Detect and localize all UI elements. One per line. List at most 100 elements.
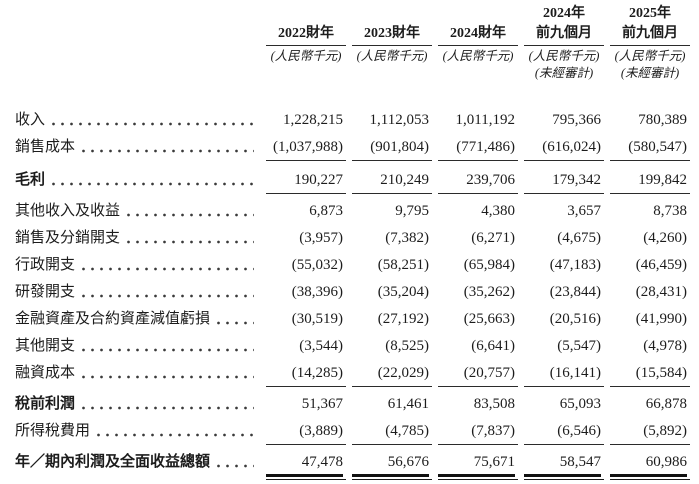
dot-leader	[82, 293, 254, 299]
cell-value: 58,547	[524, 453, 604, 480]
table-row-gross-profit: 毛利 190,227 210,249 239,706 179,342 199,8…	[15, 171, 693, 194]
column-year-line1	[266, 4, 346, 24]
cell-value: (1,037,988)	[266, 138, 346, 161]
column-unit: (人民幣千元)	[528, 49, 600, 63]
cell-value: (3,889)	[266, 422, 346, 445]
column-unit: (人民幣千元)	[356, 49, 428, 63]
table-row-other-expenses: 其他開支 (3,544) (8,525) (6,641) (5,547) (4,…	[15, 337, 693, 356]
cell-value: (46,459)	[635, 257, 687, 273]
row-label: 其他收入及收益	[15, 203, 121, 219]
cell-value: 9,795	[395, 203, 429, 219]
row-label: 融資成本	[15, 365, 76, 381]
cell-value: 66,878	[645, 396, 687, 412]
dot-leader	[82, 266, 254, 272]
cell-value: 1,112,053	[369, 112, 429, 128]
column-year-line1	[352, 4, 432, 24]
column-note	[352, 65, 432, 82]
column-unit: (人民幣千元)	[614, 49, 686, 63]
cell-value: (8,525)	[385, 338, 429, 354]
cell-value: 65,093	[559, 396, 601, 412]
cell-value: 83,508	[473, 396, 515, 412]
cell-value: (4,785)	[352, 422, 432, 445]
cell-value: (6,641)	[471, 338, 515, 354]
cell-value: (27,192)	[377, 311, 429, 327]
column-year-line2: 2024財年	[438, 24, 518, 46]
column-year-line2: 前九個月	[524, 24, 604, 46]
column-note: (未經審計)	[534, 66, 594, 80]
column-header-9m2024: 2024年 前九個月 (人民幣千元) (未經審計)	[524, 4, 604, 82]
cell-value: 795,366	[552, 112, 601, 128]
cell-value: (22,029)	[352, 364, 432, 387]
table-row-income-tax: 所得稅費用 (3,889) (4,785) (7,837) (6,546) (5…	[15, 422, 693, 445]
cell-value: (58,251)	[377, 257, 429, 273]
cell-value: (7,382)	[385, 230, 429, 246]
cell-value: (5,547)	[557, 338, 601, 354]
dot-leader	[82, 347, 254, 353]
cell-value: (35,204)	[377, 284, 429, 300]
cell-value: (23,844)	[549, 284, 601, 300]
cell-value: (4,260)	[643, 230, 687, 246]
cell-value: (3,957)	[299, 230, 343, 246]
cell-value: (5,892)	[610, 422, 690, 445]
cell-value: 1,228,215	[283, 112, 343, 128]
cell-value: 51,367	[301, 396, 343, 412]
table-row-impairment-losses: 金融資產及合約資產減值虧損 (30,519) (27,192) (25,663)…	[15, 310, 693, 329]
cell-value: 4,380	[481, 203, 515, 219]
row-label: 年／期內利潤及全面收益總額	[15, 454, 211, 470]
cell-value: (47,183)	[549, 257, 601, 273]
cell-value: 6,873	[309, 203, 343, 219]
cell-value: (4,675)	[557, 230, 601, 246]
cell-value: (38,396)	[291, 284, 343, 300]
column-note: (未經審計)	[620, 66, 680, 80]
column-year-line2: 2023財年	[352, 24, 432, 46]
table-row-selling-expenses: 銷售及分銷開支 (3,957) (7,382) (6,271) (4,675) …	[15, 229, 693, 248]
cell-value: (30,519)	[291, 311, 343, 327]
dot-leader	[82, 374, 254, 380]
dot-leader	[217, 463, 254, 469]
cell-value: (25,663)	[463, 311, 515, 327]
cell-value: 8,738	[653, 203, 687, 219]
column-header-fy2024: 2024財年 (人民幣千元)	[438, 4, 518, 82]
dot-leader	[127, 212, 254, 218]
cell-value: (4,978)	[643, 338, 687, 354]
table-row-profit-before-tax: 稅前利潤 51,367 61,461 83,508 65,093 66,878	[15, 395, 693, 414]
cell-value: 239,706	[438, 171, 518, 194]
cell-value: (3,544)	[299, 338, 343, 354]
cell-value: (616,024)	[524, 138, 604, 161]
row-label: 行政開支	[15, 257, 76, 273]
cell-value: (41,990)	[635, 311, 687, 327]
column-year-line2: 2022財年	[266, 24, 346, 46]
table-row-rd-expenses: 研發開支 (38,396) (35,204) (35,262) (23,844)…	[15, 283, 693, 302]
cell-value: (16,141)	[524, 364, 604, 387]
column-header-9m2025: 2025年 前九個月 (人民幣千元) (未經審計)	[610, 4, 690, 82]
cell-value: (901,804)	[352, 138, 432, 161]
dot-leader	[52, 121, 254, 127]
cell-value: (35,262)	[463, 284, 515, 300]
dot-leader	[217, 320, 254, 326]
table-row-admin-expenses: 行政開支 (55,032) (58,251) (65,984) (47,183)…	[15, 256, 693, 275]
table-row-revenue: 收入 1,228,215 1,112,053 1,011,192 795,366…	[15, 111, 693, 130]
dot-leader	[97, 432, 254, 438]
cell-value: 780,389	[638, 112, 687, 128]
cell-value: 179,342	[524, 171, 604, 194]
cell-value: (55,032)	[291, 257, 343, 273]
dot-leader	[127, 239, 254, 245]
column-year-line1: 2024年	[543, 6, 585, 21]
cell-value: (6,546)	[524, 422, 604, 445]
cell-value: (771,486)	[438, 138, 518, 161]
row-label: 所得稅費用	[15, 423, 91, 439]
row-label: 金融資產及合約資產減值虧損	[15, 311, 211, 327]
row-label: 稅前利潤	[15, 396, 76, 412]
column-year-line1: 2025年	[629, 6, 671, 21]
column-note	[266, 65, 346, 82]
table-row-other-income: 其他收入及收益 6,873 9,795 4,380 3,657 8,738	[15, 202, 693, 221]
cell-value: 210,249	[352, 171, 432, 194]
cell-value: 3,657	[567, 203, 601, 219]
cell-value: (14,285)	[266, 364, 346, 387]
cell-value: 199,842	[610, 171, 690, 194]
row-label: 研發開支	[15, 284, 76, 300]
cell-value: (7,837)	[438, 422, 518, 445]
cell-value: (65,984)	[463, 257, 515, 273]
table-header: 2022財年 (人民幣千元) 2023財年 (人民幣千元) 2024財年 (人民…	[15, 4, 693, 82]
